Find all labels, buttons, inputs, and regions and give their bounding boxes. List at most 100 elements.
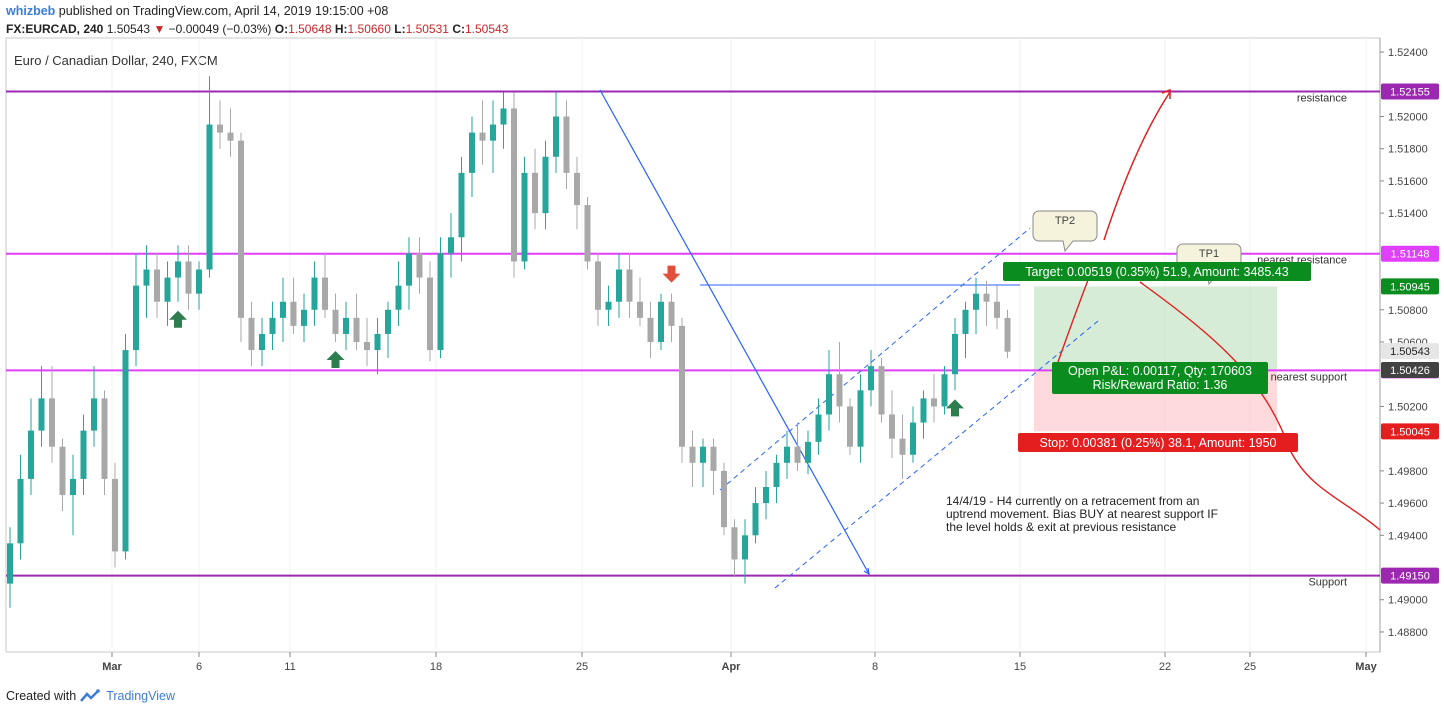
- level-label: nearest support: [1271, 371, 1347, 383]
- x-tick-label: May: [1355, 661, 1377, 673]
- author-name[interactable]: whizbeb: [6, 4, 56, 18]
- candle-body: [700, 446, 706, 463]
- position-labels[interactable]: Target: 0.00519 (0.35%) 51.9, Amount: 34…: [1003, 262, 1311, 452]
- analysis-note-line: the level holds & exit at previous resis…: [946, 520, 1176, 534]
- low-value: 1.50531: [405, 22, 449, 36]
- candle-body: [962, 309, 969, 334]
- candle-body: [91, 398, 97, 431]
- x-tick-label: 18: [430, 661, 442, 673]
- x-axis-ticks: Mar 6 11 18 25 Apr 8 15 22 25 May: [102, 652, 1378, 673]
- analysis-note-line: uptrend movement. Bias BUY at nearest su…: [946, 507, 1218, 521]
- candle-body: [826, 374, 832, 415]
- candle-body: [763, 486, 769, 504]
- high-label: H:: [334, 22, 348, 36]
- candle-body: [742, 535, 748, 560]
- tp-callout-bubble: [1032, 210, 1098, 253]
- up-arrow-icon: [169, 310, 187, 328]
- candle-body: [185, 261, 192, 294]
- y-tick-label: 1.50800: [1388, 305, 1428, 317]
- candle-body: [206, 124, 213, 270]
- y-tick-label: 1.51800: [1388, 144, 1428, 156]
- level-price-badge: [1381, 83, 1439, 100]
- candle-body: [17, 478, 24, 544]
- ohlc-header: FX:EURCAD, 240 1.50543 ▼ −0.00049 (−0.03…: [6, 22, 508, 36]
- trend-arrowhead: [863, 567, 870, 576]
- candle-body: [353, 317, 360, 342]
- x-tick-label: 25: [576, 661, 588, 673]
- candle-body: [941, 374, 948, 407]
- candle-body: [70, 478, 76, 496]
- x-tick-label: 6: [196, 661, 202, 673]
- candle-body: [143, 269, 150, 286]
- price-badge: [1381, 278, 1439, 295]
- candle-body: [553, 116, 559, 157]
- candle-body: [311, 277, 318, 310]
- candle-body: [794, 446, 801, 463]
- close-value: 1.50543: [464, 22, 509, 36]
- candle-body: [815, 414, 822, 442]
- candle-body: [154, 269, 160, 302]
- price-badge-text: 1.50945: [1390, 281, 1430, 293]
- tp-callout-label: TP2: [1055, 215, 1075, 227]
- price-badge-text: 1.50045: [1390, 426, 1430, 438]
- price-change: −0.00049 (−0.03%): [168, 22, 272, 36]
- x-tick-label: 11: [284, 661, 295, 673]
- x-tick-label: Apr: [722, 661, 742, 673]
- candle-body: [857, 390, 864, 447]
- candle-body: [38, 398, 45, 431]
- tradingview-brand[interactable]: TradingView: [106, 689, 175, 703]
- candle-body: [574, 172, 580, 206]
- down-triangle-icon: ▼: [153, 22, 166, 36]
- candle-body: [122, 350, 129, 552]
- up-arrow-icon: [946, 399, 964, 417]
- candle-body: [364, 342, 370, 351]
- candle-body: [175, 261, 181, 278]
- y-tick-label: 1.51400: [1388, 208, 1428, 220]
- projection-arrowhead: [1161, 88, 1171, 99]
- candle-body: [437, 253, 444, 351]
- y-tick-label: 1.49600: [1388, 498, 1428, 510]
- y-tick-label: 1.49400: [1388, 530, 1428, 542]
- candle-body: [605, 301, 612, 310]
- x-tick-label: Mar: [102, 661, 122, 673]
- target-label-text: Target: 0.00519 (0.35%) 51.9, Amount: 34…: [1025, 265, 1288, 279]
- candle-body: [847, 406, 853, 447]
- level-price-badge: [1381, 245, 1439, 262]
- created-with-label: Created with: [6, 689, 77, 703]
- stop-label-text: Stop: 0.00381 (0.25%) 38.1, Amount: 1950: [1040, 436, 1277, 450]
- tp-callout-label: TP1: [1199, 248, 1219, 260]
- pnl-label-text: Open P&L: 0.00117, Qty: 170603: [1068, 364, 1252, 378]
- candle-body: [721, 470, 727, 528]
- candle-body: [679, 325, 685, 447]
- candle-body: [80, 430, 87, 479]
- candle-body: [49, 398, 55, 447]
- candle-body: [836, 374, 843, 407]
- x-tick-label: 22: [1159, 661, 1171, 673]
- x-tick-label: 15: [1014, 661, 1026, 673]
- candle-body: [626, 269, 633, 302]
- candle-body: [689, 446, 696, 463]
- chart-title: Euro / Canadian Dollar, 240, FXCM: [14, 53, 218, 68]
- arrow-markers[interactable]: [169, 265, 964, 417]
- publish-info: whizbeb published on TradingView.com, Ap…: [6, 4, 388, 18]
- candle-body: [322, 277, 328, 310]
- candle-body: [910, 422, 916, 455]
- channel-lower: [774, 320, 1099, 589]
- published-text: published on TradingView.com, April 14, …: [58, 4, 389, 18]
- candle-body: [248, 317, 255, 351]
- candle-body: [112, 478, 118, 552]
- target-zone: [1034, 286, 1277, 371]
- low-label: L:: [394, 22, 406, 36]
- candle-body: [973, 293, 979, 310]
- analysis-note[interactable]: 14/4/19 - H4 currently on a retracement …: [946, 494, 1218, 534]
- y-tick-label: 1.52000: [1388, 111, 1428, 123]
- candle-body: [784, 446, 790, 463]
- rr-label-text: Risk/Reward Ratio: 1.36: [1093, 378, 1228, 392]
- candle-body: [164, 277, 171, 302]
- up-arrow-icon: [326, 351, 345, 368]
- candle-body: [710, 446, 717, 471]
- candle-body: [301, 309, 307, 326]
- level-price-text: 1.51148: [1391, 249, 1430, 261]
- candle-body: [1004, 317, 1011, 352]
